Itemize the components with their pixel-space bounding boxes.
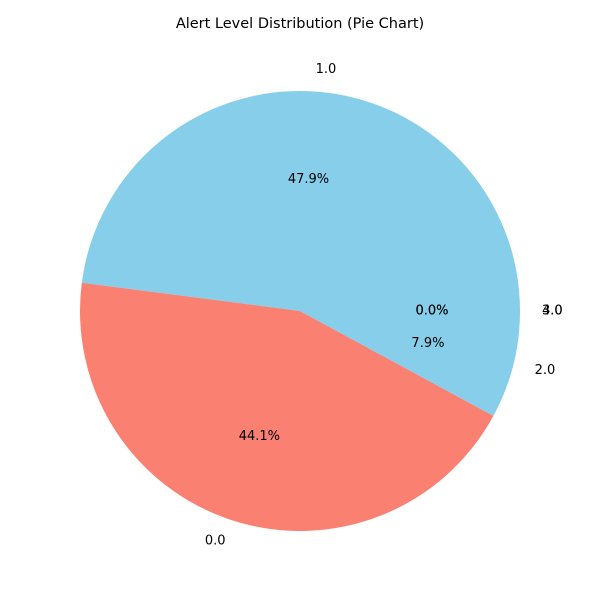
pie-slice-0-0 (79, 282, 494, 531)
slice-label-4-0: 4.0 (542, 304, 563, 319)
pie-labels: 1.047.9%0.044.1%2.07.9%3.00.0% 4.00.0% (205, 62, 563, 549)
pie-slice-2-0 (300, 311, 520, 416)
slice-label-1-0: 1.0 (316, 62, 337, 77)
slice-percent-4-0: 0.0% (415, 304, 448, 319)
chart-title: Alert Level Distribution (Pie Chart) (175, 16, 425, 32)
slice-label-0-0: 0.0 (205, 534, 226, 549)
pie-slices (79, 90, 520, 531)
slice-label-2-0: 2.0 (535, 363, 556, 378)
slice-percent-0-0: 44.1% (239, 429, 280, 444)
slice-percent-1-0: 47.9% (288, 172, 329, 187)
slice-percent-3-0: 0.0% (415, 304, 448, 319)
slice-percent-2-0: 7.9% (411, 336, 444, 351)
pie-slice-1-0 (81, 90, 520, 311)
slice-label-3-0: 3.0 (542, 304, 563, 319)
